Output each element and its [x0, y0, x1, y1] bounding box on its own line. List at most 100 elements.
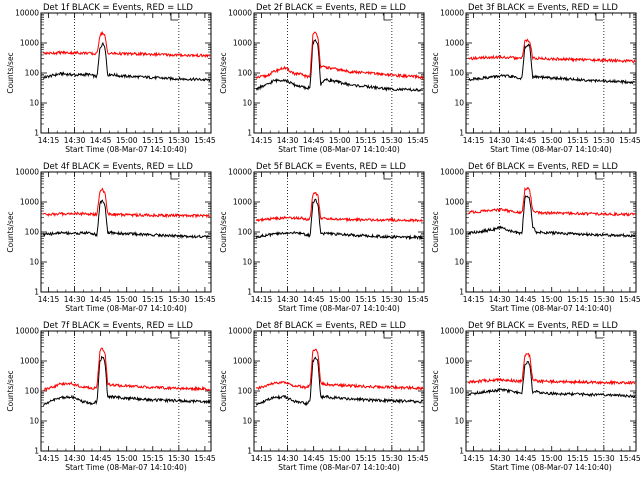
x-tick-label: 15:30	[168, 136, 190, 145]
y-tick-label: 1000	[445, 198, 464, 207]
x-tick-label: 15:45	[407, 295, 429, 304]
time-marker	[170, 172, 178, 180]
x-tick-label: 15:15	[567, 454, 589, 463]
x-tick-label: 14:30	[489, 295, 511, 304]
y-tick-label: 10000	[228, 168, 252, 177]
y-axis-title: Counts/sec	[431, 211, 440, 252]
y-tick-label: 1000	[233, 357, 252, 366]
y-tick-label: 10000	[15, 327, 39, 336]
x-tick-label: 14:15	[38, 295, 60, 304]
plot-frame	[253, 12, 425, 134]
x-tick-label: 14:15	[463, 454, 485, 463]
x-tick-label: 14:30	[64, 454, 86, 463]
panel-title: Det 3f BLACK = Events, RED = LLD	[468, 3, 618, 13]
panel-title: Det 7f BLACK = Events, RED = LLD	[43, 321, 193, 331]
panel-det-6: Det 6f BLACK = Events, RED = LLD 1 10 100 10…	[431, 162, 640, 313]
x-tick-label: 15:45	[194, 136, 216, 145]
x-tick-label: 14:45	[90, 454, 112, 463]
x-tick-label: 15:00	[329, 295, 351, 304]
events-series-line	[42, 41, 211, 83]
y-tick-label: 10	[29, 417, 39, 426]
time-marker	[595, 13, 603, 21]
x-tick-label: 15:30	[593, 295, 615, 304]
x-tick-label: 15:45	[194, 295, 216, 304]
x-axis-title: Start Time (08-Mar-07 14:10:40)	[490, 145, 612, 154]
x-tick-label: 15:45	[194, 454, 216, 463]
x-tick-label: 15:15	[142, 136, 164, 145]
lld-series-line	[42, 30, 211, 59]
y-axis-title: Counts/sec	[431, 52, 440, 93]
x-tick-label: 15:15	[355, 295, 377, 304]
time-marker	[170, 331, 178, 339]
x-axis-title: Start Time (08-Mar-07 14:10:40)	[278, 145, 400, 154]
events-series-line	[468, 360, 636, 399]
y-axis-title: Counts/sec	[431, 370, 440, 411]
panel-title: Det 4f BLACK = Events, RED = LLD	[43, 162, 193, 172]
x-tick-label: 15:00	[329, 136, 351, 145]
y-tick-label: 100	[450, 387, 465, 396]
panel-det-9: Det 9f BLACK = Events, RED = LLD 1 10 100 10…	[431, 321, 640, 472]
x-tick-label: 15:30	[168, 295, 190, 304]
lld-series-line	[467, 352, 636, 386]
x-tick-label: 14:45	[90, 136, 112, 145]
y-tick-label: 100	[25, 69, 40, 78]
x-tick-label: 14:15	[251, 454, 273, 463]
y-tick-label: 1	[34, 129, 39, 138]
y-tick-label: 10000	[228, 327, 252, 336]
plot-frame	[40, 12, 212, 134]
x-tick-label: 15:00	[541, 295, 563, 304]
x-tick-label: 15:15	[142, 295, 164, 304]
y-axis-title: Counts/sec	[6, 52, 15, 93]
time-marker	[595, 331, 603, 339]
y-tick-label: 100	[238, 69, 253, 78]
x-tick-label: 15:00	[541, 454, 563, 463]
y-axis-title: Counts/sec	[6, 211, 15, 252]
lld-series-line	[255, 348, 424, 391]
y-tick-label: 1	[247, 129, 252, 138]
y-tick-label: 100	[238, 387, 253, 396]
y-tick-label: 10000	[440, 9, 464, 18]
x-axis-title: Start Time (08-Mar-07 14:10:40)	[490, 304, 612, 313]
y-tick-label: 1000	[20, 198, 39, 207]
y-tick-label: 1	[34, 288, 39, 297]
x-tick-label: 15:00	[116, 295, 138, 304]
y-tick-label: 1	[459, 129, 464, 138]
panel-title: Det 8f BLACK = Events, RED = LLD	[256, 321, 406, 331]
panel-title: Det 1f BLACK = Events, RED = LLD	[43, 3, 193, 13]
y-tick-label: 10	[454, 99, 464, 108]
events-series-line	[255, 198, 424, 241]
y-axis-title: Counts/sec	[6, 370, 15, 411]
x-tick-label: 15:15	[142, 454, 164, 463]
y-tick-label: 1	[459, 288, 464, 297]
lld-series-line	[255, 31, 424, 81]
x-axis-title: Start Time (08-Mar-07 14:10:40)	[65, 304, 187, 313]
x-tick-label: 15:15	[567, 136, 589, 145]
y-tick-label: 100	[450, 228, 465, 237]
x-tick-label: 14:45	[303, 454, 325, 463]
x-tick-label: 15:45	[619, 295, 640, 304]
x-tick-label: 15:30	[381, 295, 403, 304]
x-axis-title: Start Time (08-Mar-07 14:10:40)	[490, 463, 612, 472]
x-tick-label: 15:30	[381, 136, 403, 145]
x-tick-label: 14:15	[463, 295, 485, 304]
x-tick-label: 15:30	[381, 454, 403, 463]
y-tick-label: 100	[25, 387, 40, 396]
panel-det-1: Det 1f BLACK = Events, RED = LLD 1 10 100 10…	[6, 3, 216, 154]
x-tick-label: 15:30	[168, 454, 190, 463]
panel-det-8: Det 8f BLACK = Events, RED = LLD 1 10 100 10…	[219, 321, 429, 472]
x-axis-title: Start Time (08-Mar-07 14:10:40)	[278, 304, 400, 313]
y-tick-label: 1000	[233, 39, 252, 48]
y-tick-label: 1000	[233, 198, 252, 207]
lld-series-line	[468, 186, 636, 217]
lld-series-line	[255, 192, 424, 223]
x-tick-label: 14:15	[251, 136, 273, 145]
y-tick-label: 10000	[440, 168, 464, 177]
x-tick-label: 14:30	[489, 454, 511, 463]
y-tick-label: 100	[25, 228, 40, 237]
x-tick-label: 14:15	[463, 136, 485, 145]
x-tick-label: 15:15	[355, 454, 377, 463]
events-series-line	[255, 356, 424, 407]
x-tick-label: 14:30	[277, 295, 299, 304]
x-tick-label: 15:45	[619, 454, 640, 463]
